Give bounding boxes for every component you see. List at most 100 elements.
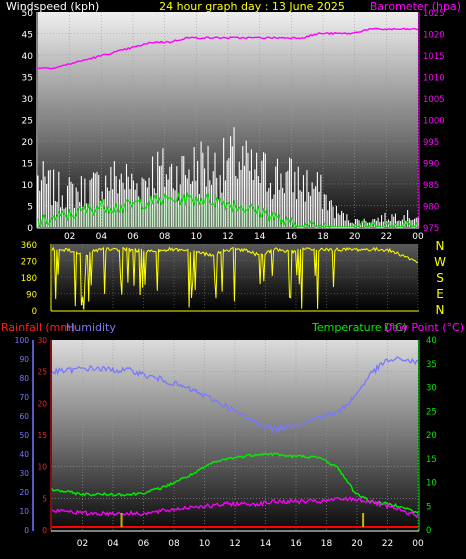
temperature-y-tick-label: 25 [426, 407, 437, 417]
wind-x-tick-label: 12 [222, 232, 233, 242]
wind-x-tick-label: 00 [412, 232, 424, 242]
wind-y-tick-label: 40 [22, 52, 34, 62]
humidity-y-tick-label: 30 [19, 469, 29, 478]
barometer-title: Barometer (hpa) [370, 0, 461, 13]
wind-y-tick-label: 25 [22, 117, 33, 127]
compass-s: S [436, 271, 444, 285]
wind-y-tick-label: 45 [22, 31, 33, 41]
temp-x-tick-label: 00 [412, 539, 424, 549]
temperature-y-tick-label: 15 [426, 455, 437, 465]
temp-x-tick-label: 16 [290, 539, 302, 549]
wind-y-tick-label: 20 [22, 138, 34, 148]
wind-y-tick-label: 5 [27, 203, 33, 213]
rainfall-y-tick-label: 15 [37, 431, 47, 440]
humidity-y-tick-label: 10 [19, 507, 29, 516]
wind-x-tick-label: 06 [127, 232, 139, 242]
rainfall-title: Rainfall (mm) [1, 321, 75, 334]
chart-title: 24 hour graph day : 13 June 2025 [159, 0, 345, 13]
direction-y-tick-label: 90 [26, 291, 37, 301]
temp-x-tick-label: 10 [199, 539, 211, 549]
windspeed-line [37, 191, 419, 229]
temperature-y-tick-label: 40 [426, 336, 437, 346]
wind-y-tick-label: 15 [22, 160, 33, 170]
humidity-y-tick-label: 100 [15, 336, 30, 345]
temperature-y-tick-label: 30 [426, 384, 437, 394]
humidity-y-tick-label: 90 [19, 355, 29, 364]
humidity-y-tick-label: 50 [19, 431, 29, 440]
barometer-line [37, 27, 419, 70]
humidity-y-tick-label: 20 [19, 488, 29, 497]
temp-x-tick-label: 20 [351, 539, 363, 549]
temp-x-tick-label: 18 [321, 539, 333, 549]
wind-x-tick-label: 16 [286, 232, 298, 242]
rainfall-y-tick-label: 25 [37, 368, 47, 377]
wind-y-tick-label: 35 [22, 74, 33, 84]
wind-x-tick-label: 18 [317, 232, 329, 242]
compass-w: W [434, 255, 446, 269]
rainfall-y-tick-label: 10 [37, 463, 47, 472]
humidity-y-tick-label: 70 [19, 393, 29, 402]
wind-y-tick-label: 0 [27, 224, 33, 234]
temp-x-tick-label: 14 [260, 539, 272, 549]
wind-x-tick-label: 02 [64, 232, 75, 242]
temperature-y-tick-label: 5 [426, 502, 431, 512]
rainfall-y-tick-label: 0 [42, 526, 47, 535]
compass-e: E [436, 287, 444, 301]
compass-n-bottom: N [436, 303, 445, 317]
wind-x-tick-label: 04 [96, 232, 108, 242]
windspeed-title: Windspeed (kph) [6, 0, 99, 13]
barometer-y-tick-label: 1020 [423, 31, 445, 41]
direction-y-tick-label: 270 [21, 258, 37, 268]
temp-x-tick-label: 04 [107, 539, 119, 549]
rainfall-y-tick-label: 5 [42, 494, 47, 503]
barometer-y-tick-label: 995 [423, 138, 439, 148]
wind-y-tick-label: 30 [22, 95, 34, 105]
temp-x-tick-label: 02 [77, 539, 88, 549]
temp-x-tick-label: 12 [229, 539, 240, 549]
humidity-y-tick-label: 0 [24, 526, 29, 535]
wind-y-tick-label: 50 [22, 9, 34, 19]
temperature-y-tick-label: 35 [426, 360, 437, 370]
data-layer [37, 27, 419, 528]
barometer-y-tick-label: 1015 [423, 52, 445, 62]
dewpoint-line [51, 496, 419, 519]
wind-x-tick-label: 08 [159, 232, 171, 242]
direction-y-tick-label: 0 [32, 307, 37, 317]
barometer-y-tick-label: 975 [423, 224, 439, 234]
humidity-y-tick-label: 60 [19, 412, 29, 421]
grid-layer [38, 12, 419, 530]
temp-x-tick-label: 06 [138, 539, 150, 549]
rainfall-y-tick-label: 20 [37, 399, 47, 408]
humidity-title: Humidity [66, 321, 116, 334]
wind-y-tick-label: 10 [22, 181, 34, 191]
compass-n-top: N [436, 239, 445, 253]
temp-x-tick-label: 22 [382, 539, 393, 549]
humidity-y-tick-label: 40 [19, 450, 29, 459]
direction-line [51, 246, 419, 310]
temperature-y-tick-label: 0 [426, 526, 431, 536]
humidity-line [52, 356, 419, 434]
barometer-y-tick-label: 1005 [423, 95, 445, 105]
barometer-y-tick-label: 1025 [423, 9, 445, 19]
direction-y-tick-label: 180 [21, 274, 37, 284]
barometer-y-tick-label: 985 [423, 181, 439, 191]
temperature-title: Temperature (°C) [311, 321, 407, 334]
barometer-y-tick-label: 1010 [423, 74, 445, 84]
temperature-line [51, 452, 419, 514]
humidity-y-tick-label: 80 [19, 374, 29, 383]
wind-x-tick-label: 22 [381, 232, 392, 242]
wind-x-tick-label: 20 [349, 232, 361, 242]
axes-layer: 0510152025303540455097598098599099510001… [15, 9, 445, 549]
barometer-y-tick-label: 990 [423, 160, 439, 170]
temperature-y-tick-label: 20 [426, 431, 437, 441]
wind-x-tick-label: 10 [191, 232, 203, 242]
wind-x-tick-label: 14 [254, 232, 266, 242]
temp-x-tick-label: 08 [168, 539, 180, 549]
rainfall-y-tick-label: 30 [37, 336, 47, 345]
direction-y-tick-label: 360 [21, 241, 37, 251]
barometer-y-tick-label: 1000 [423, 117, 445, 127]
temperature-y-tick-label: 10 [426, 479, 437, 489]
barometer-y-tick-label: 980 [423, 203, 439, 213]
